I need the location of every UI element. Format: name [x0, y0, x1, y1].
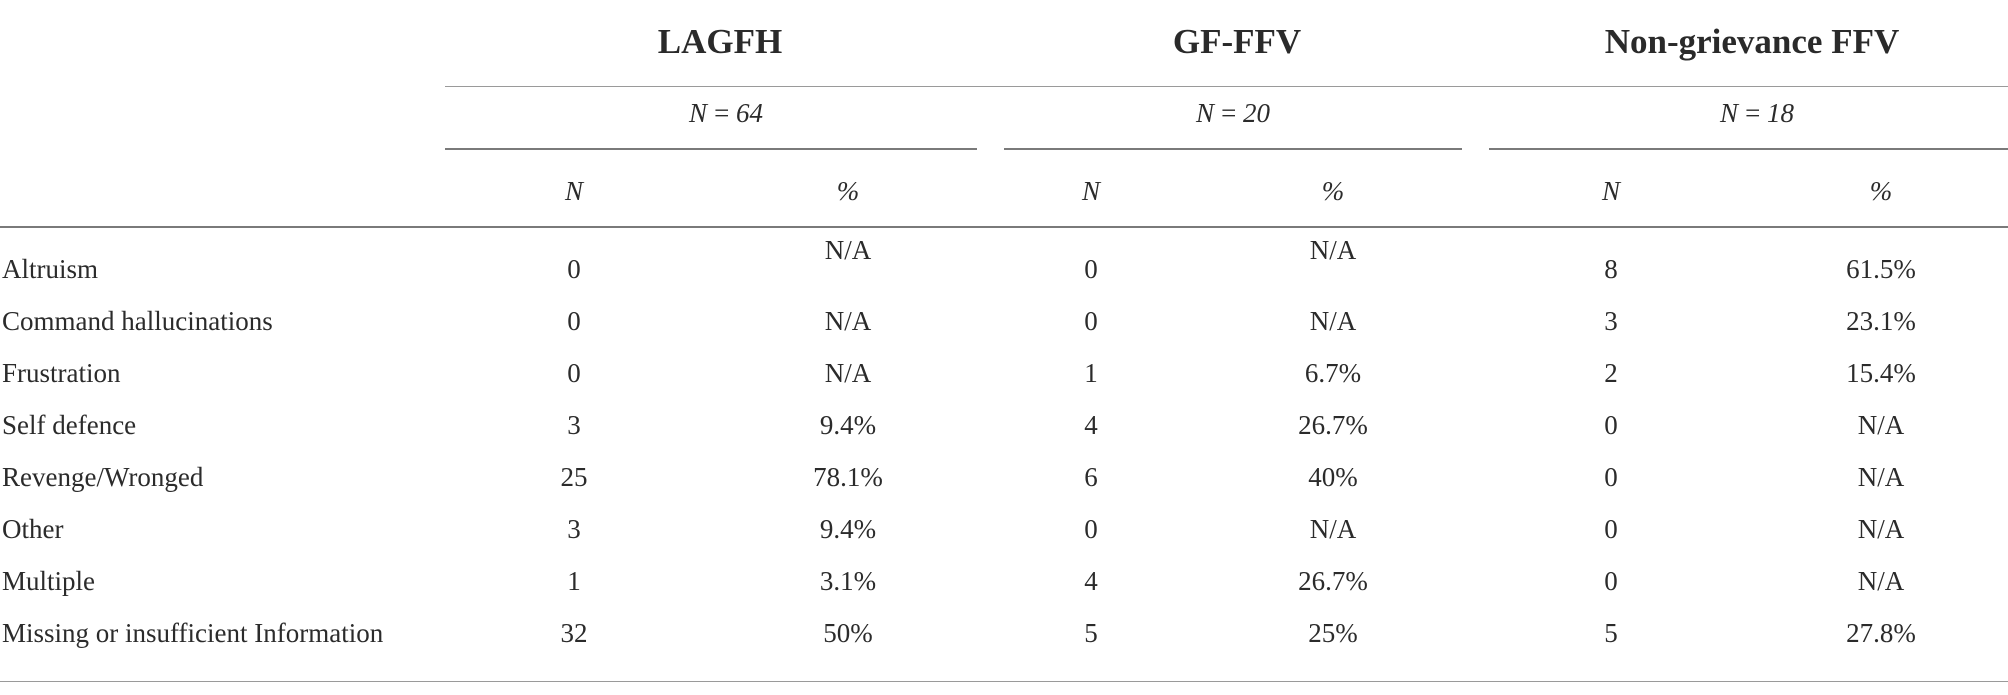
table-cell: N/A: [1857, 514, 1905, 544]
row-label: Multiple: [2, 566, 95, 596]
table-cell: 0: [1084, 514, 1098, 544]
table-cell: N/A: [1309, 306, 1357, 336]
table-cell: 25: [560, 462, 588, 492]
table-cell: 2: [1604, 358, 1618, 388]
row-label: Missing or insufficient Information: [2, 618, 384, 648]
table-cell: 61.5%: [1846, 254, 1916, 284]
subheader-n: N: [1601, 176, 1621, 206]
row-label: Revenge/Wronged: [2, 462, 204, 492]
table-cell: 0: [1604, 514, 1618, 544]
table-cell: 26.7%: [1298, 410, 1368, 440]
table-cell: 0: [1084, 254, 1098, 284]
table-cell: N/A: [1857, 410, 1905, 440]
table-cell: 3: [567, 410, 581, 440]
table-cell: 50%: [823, 618, 873, 648]
n-rule-non-grievance-ffv: [1489, 148, 2008, 150]
table-cell: 3: [1604, 306, 1618, 336]
table-cell: 23.1%: [1846, 306, 1916, 336]
table-cell: 78.1%: [813, 462, 883, 492]
group-n-lagfh: N = 64: [688, 98, 764, 128]
table-cell: 0: [1084, 306, 1098, 336]
table-cell: 5: [1604, 618, 1618, 648]
row-label: Altruism: [2, 254, 99, 284]
row-label: Command hallucinations: [2, 306, 273, 336]
table-cell: 0: [1604, 462, 1618, 492]
table-cell: 6.7%: [1304, 358, 1362, 388]
table-cell: 3.1%: [819, 566, 877, 596]
table-cell: N/A: [1309, 235, 1357, 265]
table-cell: 0: [1604, 566, 1618, 596]
subheader-pct: %: [1321, 176, 1345, 206]
subheader-n: N: [1081, 176, 1101, 206]
subheader-pct: %: [1869, 176, 1893, 206]
table-cell: 40%: [1308, 462, 1358, 492]
table-cell: 27.8%: [1846, 618, 1916, 648]
subheader-n: N: [564, 176, 584, 206]
table-cell: 32: [560, 618, 588, 648]
table-cell: N/A: [1857, 462, 1905, 492]
table-cell: 0: [567, 358, 581, 388]
group-title-rule: [445, 86, 2008, 87]
table-cell: 5: [1084, 618, 1098, 648]
table-cell: 8: [1604, 254, 1618, 284]
table-cell: 15.4%: [1846, 358, 1916, 388]
table-cell: 4: [1084, 566, 1098, 596]
group-title-non-grievance-ffv: Non-grievance FFV: [1604, 22, 1900, 61]
table-cell: 1: [567, 566, 581, 596]
table-cell: 9.4%: [819, 514, 877, 544]
table-cell: N/A: [1857, 566, 1905, 596]
subheader-pct: %: [836, 176, 860, 206]
row-label: Frustration: [2, 358, 121, 388]
table-cell: 3: [567, 514, 581, 544]
group-title-gf-ffv: GF-FFV: [1172, 22, 1302, 61]
table-cell: 25%: [1308, 618, 1358, 648]
group-title-lagfh: LAGFH: [657, 22, 783, 61]
row-label: Self defence: [2, 410, 137, 440]
header-bottom-rule: [0, 226, 2008, 228]
table-cell: 4: [1084, 410, 1098, 440]
table-cell: N/A: [824, 358, 872, 388]
row-label: Other: [2, 514, 64, 544]
table-bottom-rule: [0, 681, 2008, 682]
table-cell: N/A: [1309, 514, 1357, 544]
table-cell: N/A: [824, 306, 872, 336]
table-cell: 0: [1604, 410, 1618, 440]
n-rule-gf-ffv: [1004, 148, 1462, 150]
table-cell: 9.4%: [819, 410, 877, 440]
table-cell: N/A: [824, 235, 872, 265]
table-cell: 6: [1084, 462, 1098, 492]
table-cell: 26.7%: [1298, 566, 1368, 596]
table-cell: 0: [567, 254, 581, 284]
group-n-gf-ffv: N = 20: [1195, 98, 1271, 128]
group-n-non-grievance-ffv: N = 18: [1719, 98, 1795, 128]
table-cell: 1: [1084, 358, 1098, 388]
table-cell: 0: [567, 306, 581, 336]
n-rule-lagfh: [445, 148, 977, 150]
